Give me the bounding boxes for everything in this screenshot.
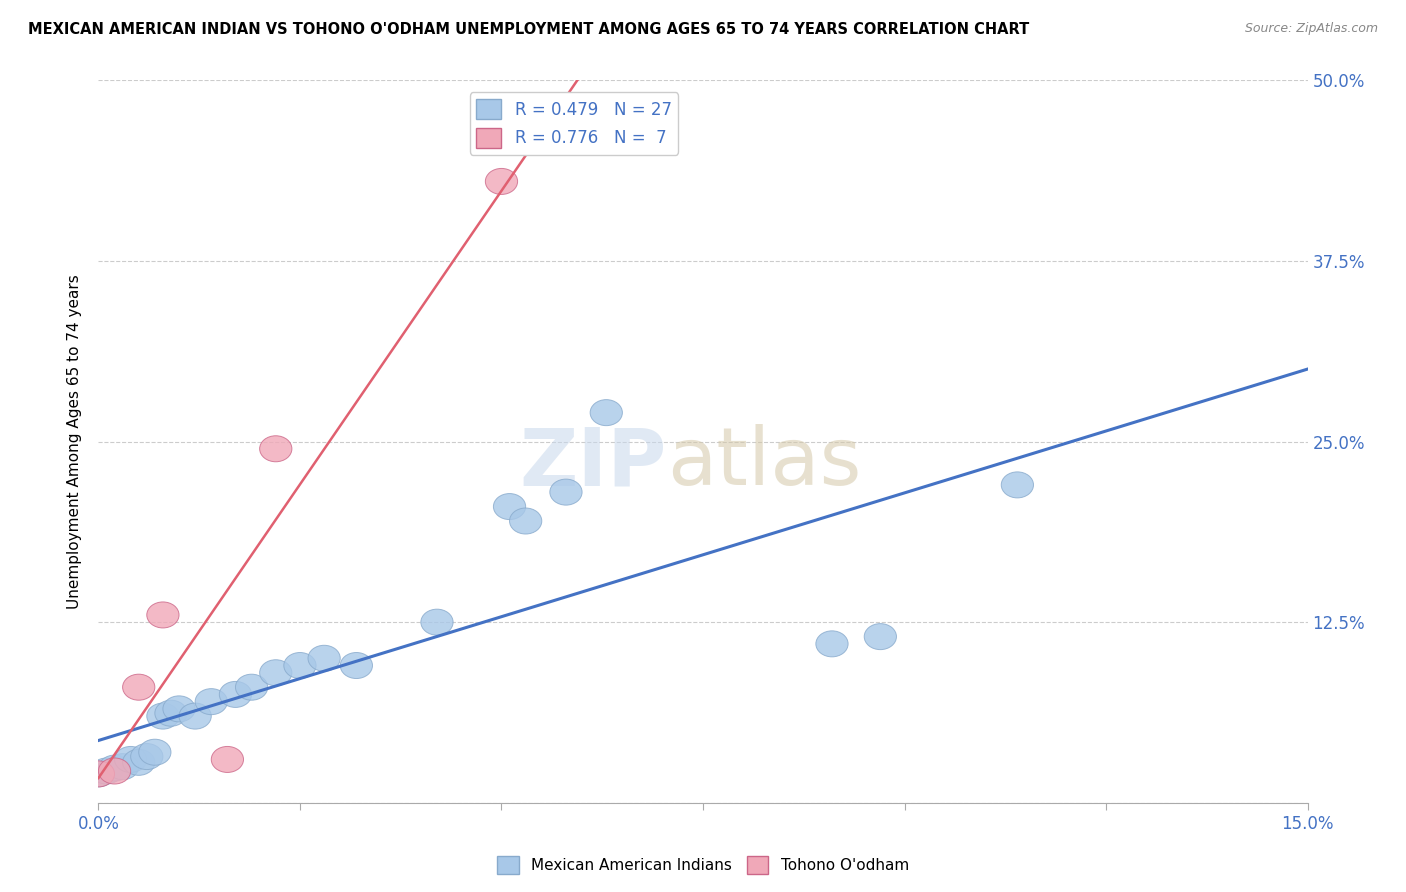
Text: MEXICAN AMERICAN INDIAN VS TOHONO O'ODHAM UNEMPLOYMENT AMONG AGES 65 TO 74 YEARS: MEXICAN AMERICAN INDIAN VS TOHONO O'ODHA…: [28, 22, 1029, 37]
Ellipse shape: [139, 739, 172, 765]
Ellipse shape: [260, 660, 292, 686]
Text: ZIP: ZIP: [519, 425, 666, 502]
Ellipse shape: [865, 624, 897, 649]
Ellipse shape: [131, 744, 163, 770]
Ellipse shape: [98, 758, 131, 784]
Ellipse shape: [195, 689, 228, 714]
Ellipse shape: [146, 703, 179, 729]
Ellipse shape: [1001, 472, 1033, 498]
Legend: Mexican American Indians, Tohono O'odham: Mexican American Indians, Tohono O'odham: [491, 850, 915, 880]
Ellipse shape: [122, 674, 155, 700]
Ellipse shape: [485, 169, 517, 194]
Text: atlas: atlas: [666, 425, 860, 502]
Text: Source: ZipAtlas.com: Source: ZipAtlas.com: [1244, 22, 1378, 36]
Ellipse shape: [550, 479, 582, 505]
Ellipse shape: [179, 703, 211, 729]
Ellipse shape: [146, 602, 179, 628]
Ellipse shape: [591, 400, 623, 425]
Legend: R = 0.479   N = 27, R = 0.776   N =  7: R = 0.479 N = 27, R = 0.776 N = 7: [470, 92, 678, 154]
Ellipse shape: [284, 653, 316, 679]
Ellipse shape: [815, 631, 848, 657]
Ellipse shape: [155, 700, 187, 726]
Ellipse shape: [107, 754, 139, 780]
Ellipse shape: [340, 653, 373, 679]
Ellipse shape: [98, 756, 131, 781]
Ellipse shape: [83, 761, 114, 787]
Ellipse shape: [83, 761, 114, 787]
Ellipse shape: [420, 609, 453, 635]
Ellipse shape: [219, 681, 252, 707]
Ellipse shape: [163, 696, 195, 722]
Ellipse shape: [211, 747, 243, 772]
Ellipse shape: [122, 749, 155, 775]
Ellipse shape: [509, 508, 541, 534]
Ellipse shape: [308, 645, 340, 672]
Ellipse shape: [235, 674, 267, 700]
Ellipse shape: [494, 493, 526, 519]
Ellipse shape: [90, 758, 122, 784]
Ellipse shape: [260, 436, 292, 462]
Y-axis label: Unemployment Among Ages 65 to 74 years: Unemployment Among Ages 65 to 74 years: [67, 274, 83, 609]
Ellipse shape: [114, 747, 146, 772]
